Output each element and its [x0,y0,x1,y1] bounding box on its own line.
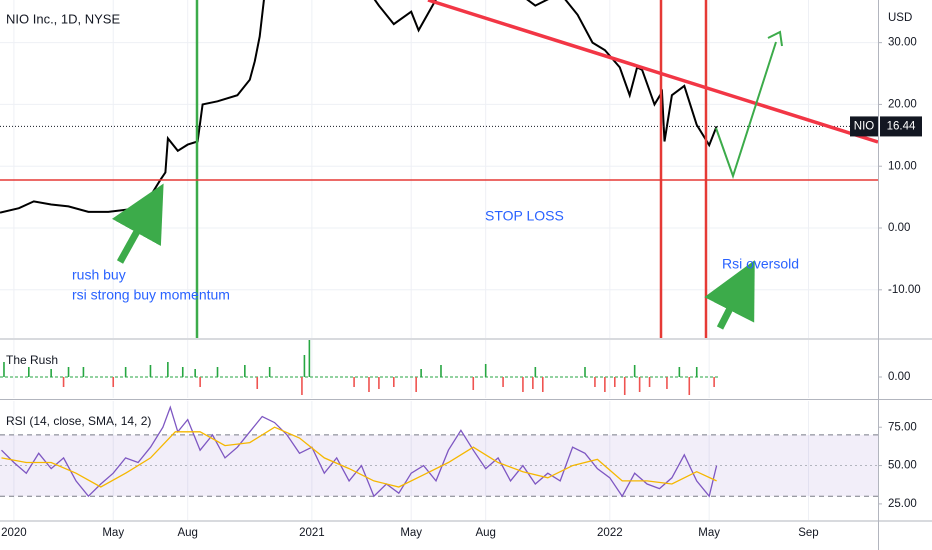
y-tick-label: 25.00 [888,498,917,510]
rush-bar [613,377,616,387]
y-tick-label: -10.00 [888,284,921,296]
rush-bar [194,369,196,377]
price-badge [880,116,922,137]
rush-bar [623,377,626,395]
price-line [1,426,717,488]
x-tick-label: Sep [798,527,818,539]
chart-title: NIO Inc., 1D, NYSE [6,11,120,26]
y-tick-label: 50.00 [888,460,917,472]
rush-bar [149,365,152,377]
rush-bar [604,377,606,392]
x-tick-label: May [400,527,422,539]
rush-bar [301,377,303,395]
x-tick-label: Aug [475,527,495,539]
y-tick-label: 75.00 [888,421,917,433]
projection-path [715,41,777,180]
rush-bar [268,367,271,377]
rush-bar [541,377,544,392]
rush-bar [216,367,219,377]
x-tick-label: Aug [177,527,197,539]
rush-bar [638,377,641,392]
rush-bar [393,377,395,387]
rush-bar [303,355,306,377]
x-tick-label: May [102,527,124,539]
rush-bar [532,377,534,389]
symbol-badge [850,116,878,137]
y-tick-label: 0.00 [888,371,910,383]
rush-bar [181,367,184,377]
rush-bar [522,377,524,392]
rush-bar [633,365,636,377]
x-tick-label: 2022 [597,527,623,539]
y-tick-label: 30.00 [888,37,917,49]
rush-bar [695,367,698,377]
rush-bar [484,364,487,377]
pane-title: RSI (14, close, SMA, 14, 2) [6,414,151,428]
arrowhead [767,30,783,47]
rush-bar [50,369,52,377]
y-tick-label: 10.00 [888,160,917,172]
y-tick-label: 0.00 [888,222,910,234]
arrow [111,183,164,264]
rush-bar [62,377,65,387]
rush-bar [648,377,651,387]
x-tick-label: May [698,527,720,539]
rush-bar [167,362,169,377]
rush-bar [124,367,127,377]
rush-bar [112,377,115,387]
marks [0,0,878,498]
symbol-label: NIO [854,120,875,132]
rush-bar [378,377,380,389]
rush-bar [415,377,417,392]
pane-title: The Rush [6,353,58,367]
rush-bar [420,369,422,377]
rush-bar [256,377,259,389]
rush-bar [28,367,30,377]
rush-bar [353,377,355,387]
x-tick-label: 2021 [299,527,325,539]
annotation: STOP LOSS [485,208,564,224]
annotation: rsi strong buy momentum [72,287,230,303]
price-line [1,405,718,498]
rush-bar [368,377,370,392]
rush-bar [713,377,715,387]
rush-bar [3,362,5,377]
rush-bar [594,377,596,387]
rush-bar [678,367,681,377]
rush-bar [440,365,442,377]
rush-bar [199,377,201,387]
x-tick-label: 2020 [1,527,27,539]
rush-bar [584,367,586,377]
rush-bar [688,377,691,395]
annotation: Rsi oversold [722,256,799,272]
rush-bar [67,367,70,377]
rush-bar [308,340,311,377]
y-tick-label: 20.00 [888,98,917,110]
currency: USD [888,12,912,24]
rush-bar [666,377,668,389]
annotation: rush buy [72,267,126,283]
arrow [704,260,755,330]
price-label: 16.44 [887,120,916,132]
trend-line [427,0,879,144]
rush-bar [244,365,246,377]
rush-bar [534,367,537,377]
rush-bar [82,367,85,377]
rush-bar [472,377,475,390]
rush-bar [502,377,504,387]
